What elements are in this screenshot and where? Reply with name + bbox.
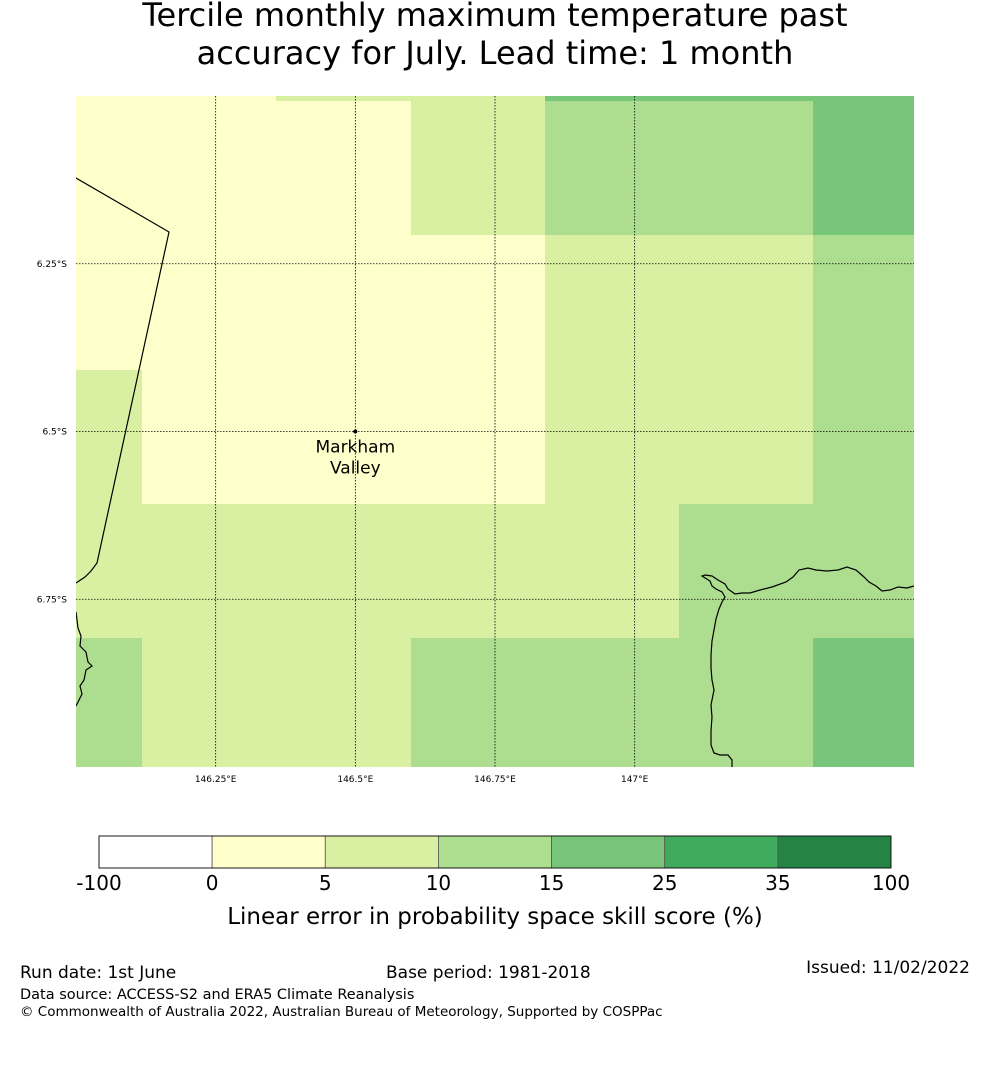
coastline-west	[76, 611, 93, 707]
colorbar-segment	[324, 835, 439, 869]
grid-cell	[813, 235, 914, 638]
colorbar-tick-label: 25	[652, 871, 677, 895]
colorbar-tick-labels: -100 0 5 10 15 25 35 100	[76, 871, 910, 895]
issued-date: Issued: 11/02/2022	[806, 958, 970, 978]
grid-cell	[76, 96, 276, 101]
location-name-line-1: Markham	[315, 438, 395, 458]
colorbar-tick-label: -100	[76, 871, 121, 895]
colorbar-tick-label: 5	[319, 871, 332, 895]
map-title: Tercile monthly maximum temperature past…	[0, 0, 990, 72]
title-line-1: Tercile monthly maximum temperature past	[142, 0, 848, 34]
longitude-tick-label: 146.75°E	[474, 775, 516, 785]
grid-cell	[276, 96, 411, 101]
location-name-line-2: Valley	[330, 459, 381, 479]
base-period: Base period: 1981-2018	[386, 963, 591, 983]
longitude-tick-label: 146.5°E	[337, 775, 373, 785]
colorbar-tick-label: 10	[426, 871, 451, 895]
colorbar-tick-label: 0	[206, 871, 219, 895]
colorbar-segment	[664, 835, 779, 869]
grid-cell	[411, 101, 545, 235]
grid-cell	[545, 96, 813, 101]
colorbar-tick-label: 35	[765, 871, 790, 895]
grid-cell	[545, 101, 813, 235]
latitude-tick-label: 6.5°S	[42, 428, 67, 438]
run-date: Run date: 1st June	[20, 963, 177, 983]
latitude-labels: 6.25°S 6.5°S 6.75°S	[37, 260, 68, 606]
grid-cell	[411, 638, 813, 767]
coastline-gulf	[700, 566, 914, 767]
colorbar-segment	[98, 835, 213, 869]
border-line	[76, 177, 170, 584]
colorbar-segment	[211, 835, 326, 869]
data-source: Data source: ACCESS-S2 and ERA5 Climate …	[20, 987, 415, 1003]
longitude-tick-label: 147°E	[621, 775, 649, 785]
grid-cell	[813, 96, 914, 235]
colorbar-tick-label: 15	[539, 871, 564, 895]
longitude-labels: 146.25°E 146.5°E 146.75°E 147°E	[195, 775, 649, 785]
longitude-tick-label: 146.25°E	[195, 775, 237, 785]
grid-cell	[76, 101, 411, 235]
latitude-tick-label: 6.25°S	[37, 260, 68, 270]
grid-cell	[76, 235, 545, 370]
colorbar	[98, 835, 892, 869]
colorbar-frame	[98, 835, 892, 869]
colorbar-segment	[438, 835, 552, 869]
grid-cell	[813, 638, 914, 767]
grid-cell	[76, 638, 142, 767]
title-line-2: accuracy for July. Lead time: 1 month	[196, 34, 794, 72]
colorbar-segment	[551, 835, 666, 869]
colorbar-segment	[777, 835, 892, 869]
latitude-tick-label: 6.75°S	[37, 595, 68, 605]
coastline	[76, 177, 914, 767]
grid-cell	[411, 96, 545, 101]
location-marker: Markham Valley	[315, 429, 395, 479]
grid-cell	[679, 504, 813, 638]
graticule	[76, 96, 914, 767]
copyright: © Commonwealth of Australia 2022, Austra…	[20, 1004, 663, 1020]
colorbar-label: Linear error in probability space skill …	[227, 904, 763, 930]
location-dot	[353, 429, 358, 434]
grid-cell	[545, 235, 813, 504]
colorbar-tick-label: 100	[872, 871, 910, 895]
grid-cell	[142, 370, 545, 504]
